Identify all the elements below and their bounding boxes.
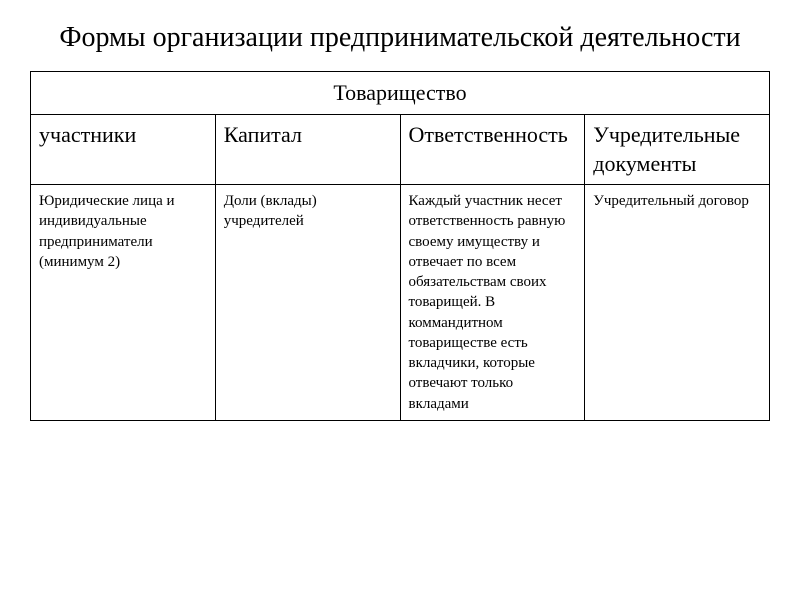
- column-header-participants: участники: [31, 115, 216, 185]
- table-main-header: Товарищество: [31, 72, 770, 115]
- table-main-header-row: Товарищество: [31, 72, 770, 115]
- table-column-header-row: участники Капитал Ответственность Учреди…: [31, 115, 770, 185]
- column-header-responsibility: Ответственность: [400, 115, 585, 185]
- table-row: Юридические лица и индивидуальные предпр…: [31, 185, 770, 421]
- cell-participants: Юридические лица и индивидуальные предпр…: [31, 185, 216, 421]
- page-title: Формы организации предпринимательской де…: [30, 20, 770, 55]
- column-header-documents: Учредительные документы: [585, 115, 770, 185]
- organization-forms-table: Товарищество участники Капитал Ответстве…: [30, 71, 770, 421]
- cell-responsibility: Каждый участник несет ответственность ра…: [400, 185, 585, 421]
- column-header-capital: Капитал: [215, 115, 400, 185]
- cell-capital: Доли (вклады) учредителей: [215, 185, 400, 421]
- cell-documents: Учредительный договор: [585, 185, 770, 421]
